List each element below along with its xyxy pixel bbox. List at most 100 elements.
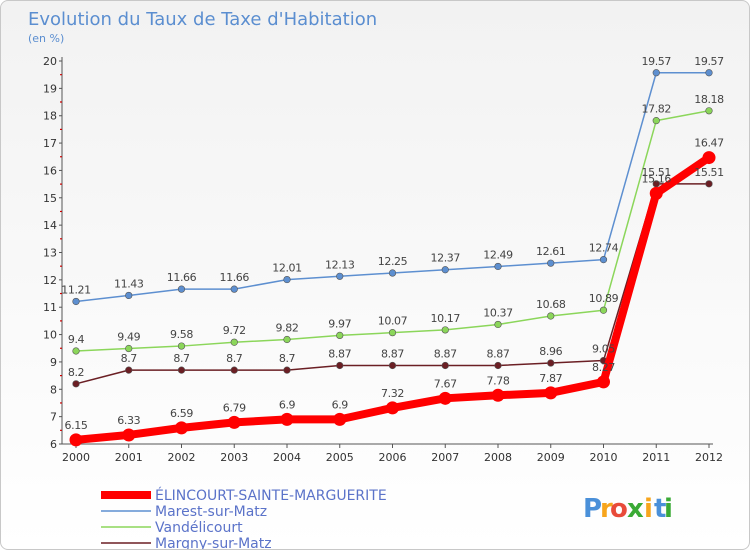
data-label-elincourt-sainte-marguerite: 6.79: [223, 401, 246, 414]
y-tick-label: 7: [50, 411, 57, 424]
data-label-marest-sur-matz: 12.37: [431, 252, 461, 265]
data-label-margny-sur-matz: 15.51: [642, 166, 672, 179]
data-label-elincourt-sainte-marguerite: 7.78: [487, 374, 510, 387]
y-tick-label: 8: [50, 383, 57, 396]
data-label-margny-sur-matz: 8.87: [328, 347, 351, 360]
data-label-margny-sur-matz: 8.2: [68, 366, 84, 379]
data-label-vandelicourt: 9.4: [68, 333, 85, 346]
data-point-vandelicourt: [494, 320, 502, 329]
logo-letter: r: [600, 494, 613, 524]
data-label-marest-sur-matz: 19.57: [694, 55, 724, 68]
data-point-vandelicourt: [547, 312, 555, 320]
data-label-marest-sur-matz: 12.61: [536, 245, 566, 258]
legend: ÉLINCOURT-SAINTE-MARGUERITEMarest-sur-Ma…: [101, 487, 387, 550]
data-point-vandelicourt: [177, 342, 186, 350]
data-point-margny-sur-matz: [388, 361, 397, 370]
data-point-marest-sur-matz: [547, 259, 555, 267]
data-label-vandelicourt: 10.17: [431, 312, 461, 325]
y-tick-label: 9: [50, 356, 57, 369]
data-point-elincourt-sainte-marguerite: [544, 386, 558, 400]
y-tick-label: 10: [43, 329, 57, 342]
data-label-marest-sur-matz: 19.57: [642, 55, 672, 68]
data-label-margny-sur-matz: 8.7: [173, 352, 190, 365]
x-tick-label: 2003: [220, 451, 248, 464]
logo-letter: t: [654, 494, 666, 524]
logo-letter: i: [664, 494, 673, 524]
data-point-vandelicourt: [125, 344, 133, 353]
data-label-margny-sur-matz: 8.87: [434, 347, 457, 360]
data-point-elincourt-sainte-marguerite: [649, 186, 663, 200]
data-label-elincourt-sainte-marguerite: 6.9: [332, 398, 349, 411]
x-tick-label: 2001: [115, 451, 143, 464]
data-point-elincourt-sainte-marguerite: [175, 421, 188, 435]
data-point-margny-sur-matz: [705, 180, 713, 188]
data-label-margny-sur-matz: 9.05: [592, 343, 615, 356]
data-label-vandelicourt: 18.18: [694, 93, 724, 106]
data-point-marest-sur-matz: [336, 272, 344, 280]
data-label-elincourt-sainte-marguerite: 7.32: [381, 387, 404, 400]
y-tick-label: 16: [43, 164, 57, 177]
data-label-marest-sur-matz: 12.25: [378, 255, 408, 268]
y-tick-label: 15: [43, 192, 57, 205]
data-point-margny-sur-matz: [441, 361, 449, 370]
data-label-elincourt-sainte-marguerite: 7.87: [539, 372, 562, 385]
data-label-vandelicourt: 10.89: [589, 292, 619, 305]
data-point-elincourt-sainte-marguerite: [491, 388, 505, 402]
series-layer: [69, 69, 716, 447]
data-point-elincourt-sainte-marguerite: [597, 375, 610, 389]
data-point-marest-sur-matz: [388, 269, 397, 277]
y-tick-label: 18: [43, 110, 57, 123]
data-point-margny-sur-matz: [230, 366, 238, 374]
x-tick-label: 2012: [695, 451, 723, 464]
data-label-marest-sur-matz: 12.01: [272, 262, 302, 275]
data-point-margny-sur-matz: [336, 361, 344, 370]
data-point-vandelicourt: [283, 335, 291, 344]
data-label-vandelicourt: 10.37: [483, 306, 513, 319]
proxiti-logo: Pro x i ti: [583, 494, 673, 524]
y-axis-unit: (en %): [28, 32, 64, 45]
data-label-marest-sur-matz: 11.43: [114, 277, 144, 290]
data-point-margny-sur-matz: [177, 366, 186, 374]
data-label-elincourt-sainte-marguerite: 6.59: [170, 407, 193, 420]
data-point-margny-sur-matz: [494, 361, 502, 370]
data-point-elincourt-sainte-marguerite: [69, 433, 83, 447]
x-tick-label: 2005: [326, 451, 354, 464]
data-point-margny-sur-matz: [547, 359, 555, 367]
data-point-margny-sur-matz: [125, 366, 133, 374]
x-tick-label: 2002: [168, 451, 196, 464]
data-point-marest-sur-matz: [441, 266, 449, 274]
data-point-margny-sur-matz: [72, 380, 80, 388]
data-point-marest-sur-matz: [125, 291, 133, 300]
data-label-elincourt-sainte-marguerite: 15.16: [642, 172, 672, 185]
axes: 6 7 8 9 10 11 12 13 14 15 16 17 18 19 20 2000 2001 2002 20…: [43, 55, 723, 464]
data-label-marest-sur-matz: 12.13: [325, 258, 355, 271]
data-point-marest-sur-matz: [652, 69, 660, 77]
data-point-elincourt-sainte-marguerite: [227, 415, 241, 429]
data-label-vandelicourt: 9.72: [223, 324, 246, 337]
y-tick-label: 20: [43, 55, 57, 68]
data-point-elincourt-sainte-marguerite: [280, 412, 294, 426]
data-label-margny-sur-matz: 8.96: [539, 345, 562, 358]
data-label-margny-sur-matz: 15.51: [694, 166, 724, 179]
data-label-margny-sur-matz: 8.87: [381, 347, 404, 360]
data-label-elincourt-sainte-marguerite: 8.27: [592, 361, 615, 374]
data-label-marest-sur-matz: 12.74: [589, 242, 619, 255]
x-tick-label: 2006: [379, 451, 407, 464]
x-tick-label: 2007: [431, 451, 459, 464]
x-tick-label: 2000: [62, 451, 90, 464]
data-label-marest-sur-matz: 11.66: [167, 271, 197, 284]
data-label-elincourt-sainte-marguerite: 6.15: [65, 419, 88, 432]
y-tick-label: 14: [43, 219, 57, 232]
legend-label: Marest-sur-Matz: [155, 504, 267, 520]
x-tick-label: 2008: [484, 451, 512, 464]
x-tick-label: 2009: [537, 451, 565, 464]
y-tick-label: 17: [43, 137, 57, 150]
legend-label: Margny-sur-Matz: [155, 536, 272, 550]
x-tick-label: 2004: [273, 451, 301, 464]
data-point-marest-sur-matz: [599, 256, 608, 264]
data-point-vandelicourt: [336, 331, 344, 339]
y-tick-label: 19: [43, 82, 57, 95]
logo-letter: o: [610, 494, 628, 524]
data-point-marest-sur-matz: [705, 69, 713, 77]
logo-letter: x: [627, 494, 644, 524]
